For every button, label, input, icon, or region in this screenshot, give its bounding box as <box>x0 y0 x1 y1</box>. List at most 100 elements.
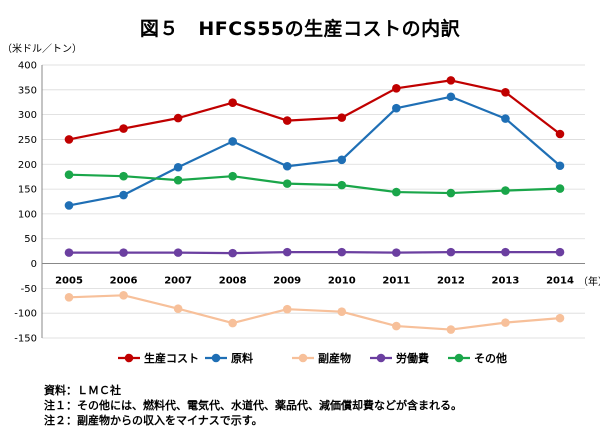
data-point <box>282 161 292 171</box>
x-tick-label: 2006 <box>110 276 138 287</box>
data-point <box>392 321 401 331</box>
x-axis-label: （年） <box>578 275 600 288</box>
x-tick-label: 2005 <box>55 276 83 287</box>
series-line <box>68 294 561 331</box>
series-line <box>68 173 561 195</box>
data-point <box>228 137 237 146</box>
legend-marker <box>298 353 308 363</box>
chart-title: 図５ HFCS55の生産コストの内訳 <box>139 18 461 40</box>
data-point <box>446 247 456 257</box>
legend-label: その他 <box>474 351 507 365</box>
y-tick-label: -100 <box>14 309 37 320</box>
y-tick-label: -50 <box>21 284 37 295</box>
x-tick-label: 2012 <box>437 276 465 287</box>
data-point <box>228 98 237 108</box>
data-point <box>337 180 347 190</box>
data-point <box>555 161 565 171</box>
data-point <box>119 124 128 133</box>
legend-item: 副産物 <box>292 351 351 365</box>
data-point <box>446 92 456 102</box>
legend-marker <box>454 353 464 363</box>
legend-label: 労働費 <box>396 351 429 365</box>
data-point <box>337 247 347 257</box>
note-1: 注１：その他には、燃料代、電気代、水道代、薬品代、減価償却費などが含まれる。 <box>44 399 462 412</box>
legend-item: 原料 <box>205 351 253 365</box>
data-point <box>501 186 510 195</box>
series-原料 <box>64 92 565 210</box>
data-point <box>119 291 128 300</box>
data-point <box>446 188 456 198</box>
data-point <box>64 248 74 257</box>
data-point <box>446 325 456 334</box>
y-tick-label: 200 <box>18 160 37 171</box>
data-point <box>392 84 401 93</box>
data-point <box>228 248 237 258</box>
data-point <box>64 201 74 210</box>
data-point <box>228 171 237 181</box>
data-point <box>282 304 292 314</box>
x-tick-label: 2010 <box>328 276 356 287</box>
x-tick-label: 2014 <box>546 276 574 287</box>
data-point <box>501 247 510 257</box>
data-point <box>501 318 510 327</box>
data-point <box>337 113 347 122</box>
y-tick-label: 100 <box>18 209 37 220</box>
data-point <box>119 190 128 200</box>
data-point <box>392 248 401 257</box>
data-point <box>64 292 74 302</box>
data-point <box>337 307 347 316</box>
x-tick-label: 2007 <box>164 276 192 287</box>
legend-item: その他 <box>448 351 507 365</box>
source-note: 資料：ＬＭＣ社 <box>44 384 121 397</box>
series-line <box>68 95 561 207</box>
legend-label: 生産コスト <box>144 351 199 365</box>
y-tick-label: 150 <box>18 185 37 196</box>
data-point <box>282 247 292 257</box>
series-line <box>69 251 560 255</box>
data-point <box>173 304 183 314</box>
legend-item: 生産コスト <box>118 351 199 365</box>
legend-marker <box>124 353 134 363</box>
series-その他 <box>64 170 565 198</box>
legend-item: 労働費 <box>370 351 429 365</box>
note-2: 注２：副産物からの収入をマイナスで示す。 <box>44 414 263 427</box>
data-point <box>282 179 292 188</box>
y-tick-label: 50 <box>24 234 37 245</box>
x-tick-label: 2011 <box>382 276 410 287</box>
y-tick-label: 400 <box>18 61 37 72</box>
series-lines <box>64 76 565 334</box>
y-tick-label: -150 <box>14 334 37 345</box>
legend: 生産コスト 原料 副産物 労働費 その他 <box>118 351 507 365</box>
legend-label: 副産物 <box>318 351 351 365</box>
data-point <box>337 155 347 165</box>
series-副産物 <box>64 291 565 334</box>
series-line <box>68 79 561 141</box>
data-point <box>555 129 565 139</box>
data-point <box>119 248 128 257</box>
data-point <box>173 175 183 185</box>
data-point <box>392 103 401 113</box>
series-生産コスト <box>64 76 565 144</box>
x-tick-label: 2013 <box>492 276 520 287</box>
data-point <box>173 248 183 257</box>
data-point <box>64 135 74 144</box>
data-point <box>555 184 565 193</box>
y-tick-labels: -150 -100 -50 0 50 100 150 200 250 300 350 400 <box>14 61 37 345</box>
data-point <box>173 113 183 123</box>
data-point <box>501 114 510 123</box>
y-tick-label: 0 <box>31 259 37 270</box>
legend-label: 原料 <box>231 351 253 365</box>
data-point <box>282 116 292 125</box>
data-point <box>119 171 128 181</box>
footnotes: 資料：ＬＭＣ社 注１：その他には、燃料代、電気代、水道代、薬品代、減価償却費など… <box>44 383 462 428</box>
x-tick-labels: 2005 2006 2007 2008 2009 2010 2011 2012 2013 2014 <box>55 276 574 287</box>
legend-marker <box>211 353 221 363</box>
y-axis-label: （米ドル／トン） <box>2 42 82 55</box>
data-point <box>392 187 401 197</box>
data-point <box>555 313 565 323</box>
line-chart: （米ドル／トン） -150 -100 -50 0 50 100 150 200 250 300 35… <box>2 42 600 365</box>
data-point <box>446 76 456 85</box>
data-point <box>173 162 183 172</box>
data-point <box>228 318 237 328</box>
y-tick-label: 250 <box>18 135 37 146</box>
